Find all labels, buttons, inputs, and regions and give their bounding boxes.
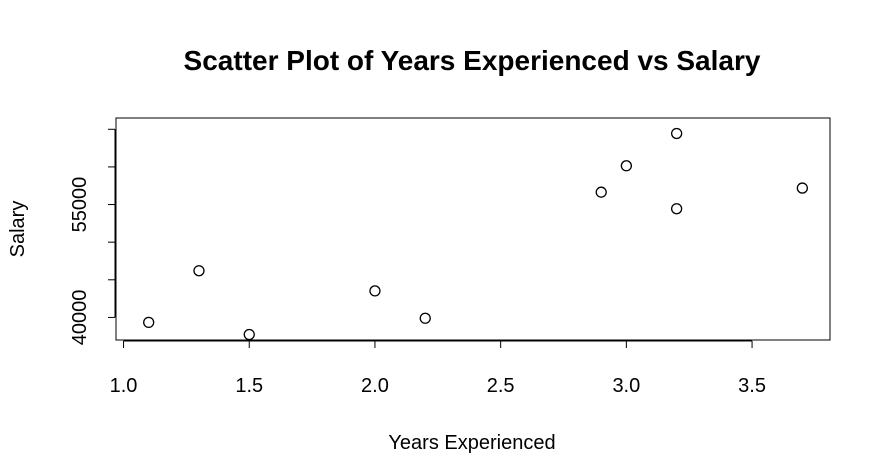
scatter-point <box>193 265 205 277</box>
scatter-point <box>143 316 155 329</box>
x-tick-label: 1.5 <box>235 375 263 397</box>
scatter-point <box>670 127 683 140</box>
scatter-point <box>620 160 633 172</box>
scatter-point <box>595 186 607 198</box>
x-tick-label: 3.0 <box>612 375 640 397</box>
x-tick-label: 3.5 <box>738 375 766 397</box>
y-tick-label: 55000 <box>69 177 91 233</box>
scatter-point <box>670 203 683 215</box>
scatter-point <box>369 285 381 297</box>
scatter-point <box>243 328 255 341</box>
x-tick-label: 1.0 <box>110 375 138 397</box>
x-tick-label: 2.5 <box>487 375 515 397</box>
scatter-point <box>796 182 808 194</box>
plot-frame <box>115 117 831 341</box>
y-tick-label: 40000 <box>69 290 91 346</box>
x-tick-label: 2.0 <box>361 375 389 397</box>
y-axis: 40000 55000 <box>69 128 116 346</box>
x-axis-label: Years Experienced <box>388 432 555 454</box>
data-points <box>143 127 808 341</box>
scatter-point <box>419 312 431 324</box>
x-axis: 1.0 1.5 2.0 2.5 3.0 3.5 <box>110 340 766 397</box>
y-axis-label: Salary <box>7 201 29 258</box>
chart-title: Scatter Plot of Years Experienced vs Sal… <box>184 45 761 76</box>
